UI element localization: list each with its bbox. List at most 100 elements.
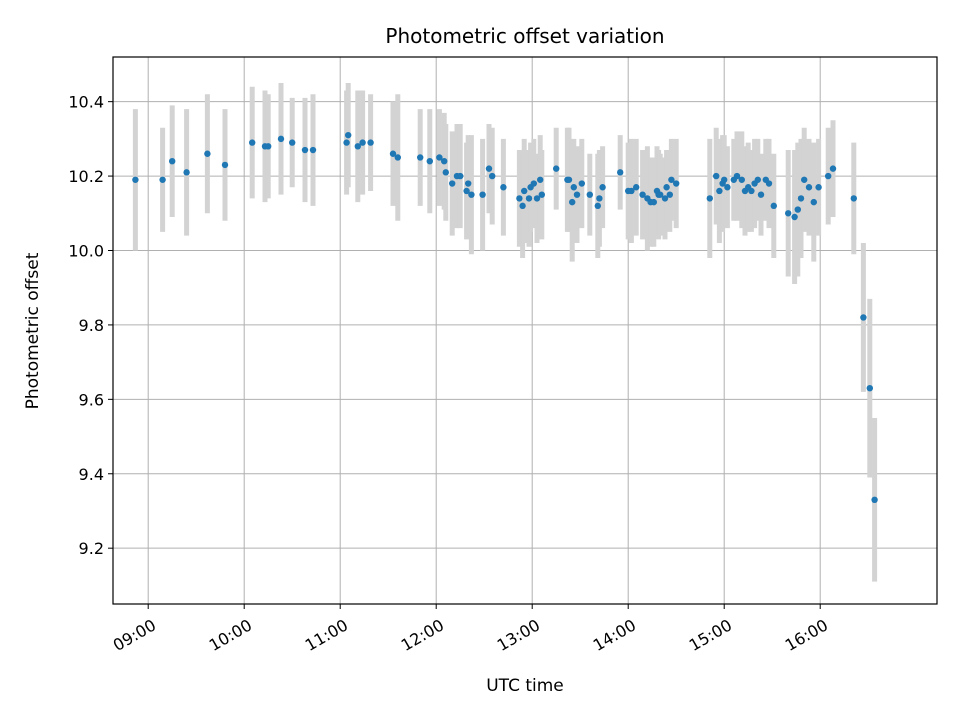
data-point xyxy=(465,180,472,187)
data-point xyxy=(463,187,470,195)
data-point xyxy=(570,184,577,191)
data-point xyxy=(791,213,798,221)
data-point xyxy=(343,139,350,146)
plot-frame xyxy=(112,56,938,605)
y-tick-label: 9.2 xyxy=(79,539,104,558)
data-point xyxy=(578,180,585,187)
data-point xyxy=(805,184,813,191)
data-point xyxy=(525,195,533,202)
data-point xyxy=(442,169,449,176)
data-point xyxy=(204,150,211,157)
data-point xyxy=(594,202,601,210)
data-point xyxy=(850,195,857,202)
y-tick-label: 10.0 xyxy=(68,241,104,260)
data-point xyxy=(565,176,573,183)
data-point xyxy=(633,184,640,191)
y-tick-label: 9.6 xyxy=(79,390,104,409)
data-point xyxy=(661,195,669,202)
data-point xyxy=(754,176,761,183)
data-point xyxy=(183,169,190,176)
data-point xyxy=(479,191,486,198)
data-point xyxy=(628,187,635,195)
data-point xyxy=(738,176,745,183)
data-point xyxy=(668,176,675,183)
data-point xyxy=(617,169,624,176)
data-point xyxy=(277,135,285,143)
data-point xyxy=(417,154,424,161)
data-point xyxy=(265,143,272,150)
data-point xyxy=(521,187,528,195)
data-point xyxy=(530,180,537,187)
data-point xyxy=(345,131,352,139)
data-point xyxy=(871,496,878,504)
data-point xyxy=(673,180,680,187)
data-point xyxy=(810,198,817,206)
data-point xyxy=(436,154,443,161)
data-point xyxy=(489,172,496,180)
data-point xyxy=(650,198,657,206)
data-point xyxy=(716,187,723,195)
data-point xyxy=(516,195,523,202)
data-point xyxy=(367,139,374,146)
data-point xyxy=(770,202,777,210)
data-points xyxy=(132,131,878,504)
data-point xyxy=(797,195,805,202)
data-point xyxy=(713,172,720,180)
data-point xyxy=(538,191,545,198)
y-tick-label: 9.8 xyxy=(79,316,104,335)
y-tick-label: 10.4 xyxy=(68,93,104,112)
data-point xyxy=(765,180,773,187)
data-point xyxy=(733,172,741,180)
data-point xyxy=(724,184,731,191)
data-point xyxy=(394,154,401,161)
data-point xyxy=(500,184,507,191)
data-point xyxy=(519,202,526,210)
data-point xyxy=(706,195,713,202)
y-axis-title: Photometric offset xyxy=(23,252,43,409)
data-point xyxy=(860,314,867,321)
data-point xyxy=(249,139,256,146)
data-point xyxy=(785,210,792,217)
data-point xyxy=(289,139,296,146)
data-point xyxy=(815,184,822,191)
data-point xyxy=(441,157,448,165)
data-point xyxy=(599,184,606,191)
data-point xyxy=(426,157,433,165)
data-point xyxy=(159,176,166,183)
data-point xyxy=(449,180,456,187)
data-point xyxy=(537,176,544,183)
data-point xyxy=(586,191,593,198)
data-point xyxy=(132,176,139,183)
data-point xyxy=(748,187,755,195)
data-point xyxy=(457,172,464,180)
data-point xyxy=(596,195,603,202)
data-point xyxy=(829,165,837,172)
data-point xyxy=(866,384,873,392)
data-point xyxy=(794,206,801,213)
data-point xyxy=(169,157,176,165)
data-point xyxy=(666,191,673,198)
data-point xyxy=(553,165,560,172)
data-point xyxy=(221,161,229,169)
y-axis: 9.2 9.4 9.6 9.8 10.0 10.2 10.4 xyxy=(68,93,113,558)
data-point xyxy=(721,176,728,183)
data-point xyxy=(757,191,765,198)
data-point xyxy=(657,191,664,198)
x-axis-title: UTC time xyxy=(486,676,564,696)
data-point xyxy=(468,191,475,198)
data-point xyxy=(569,198,576,206)
data-point xyxy=(389,150,397,157)
chart-title: Photometric offset variation xyxy=(385,24,664,48)
data-point xyxy=(485,165,493,172)
data-point xyxy=(301,146,309,154)
data-point xyxy=(801,176,808,183)
data-point xyxy=(309,146,317,154)
data-point xyxy=(354,143,361,150)
y-tick-label: 9.4 xyxy=(79,465,104,484)
data-point xyxy=(663,184,670,191)
data-point xyxy=(639,191,646,198)
data-point xyxy=(825,172,832,180)
data-point xyxy=(573,191,581,198)
